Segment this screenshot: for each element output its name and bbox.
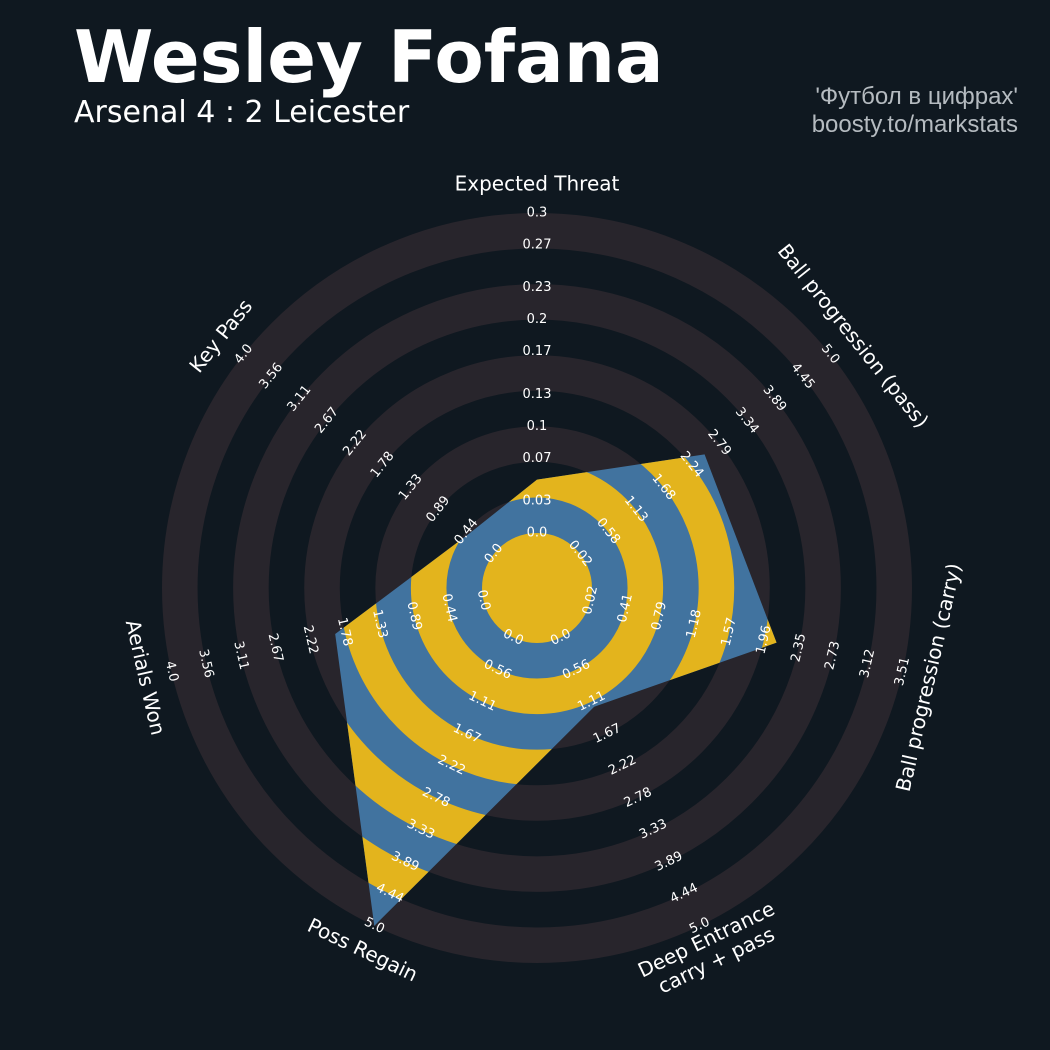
tick-label: 0.27	[523, 238, 552, 253]
tick-label: 1.18	[684, 608, 705, 640]
tick-label: 1.57	[719, 616, 740, 648]
tick-label: 0.79	[649, 600, 670, 632]
chart-title: Wesley Fofana	[74, 15, 664, 99]
ring-band	[233, 284, 841, 892]
tick-label: 0.2	[527, 312, 548, 327]
tick-label: 0.89	[403, 600, 424, 632]
tick-label: 0.23	[523, 280, 552, 295]
tick-label: 2.22	[300, 624, 321, 656]
tick-label: 4.0	[162, 660, 181, 684]
tick-label: 0.03	[523, 494, 552, 509]
tick-label: 0.02	[580, 584, 601, 616]
tick-label: 1.78	[334, 616, 355, 648]
tick-label: 3.51	[892, 656, 913, 688]
tick-label: 0.13	[523, 387, 552, 402]
tick-label: 3.56	[195, 648, 216, 680]
tick-label: 0.07	[523, 451, 552, 466]
param-label-group: Expected Threat	[455, 172, 620, 196]
tick-label: 2.35	[788, 632, 809, 664]
tick-label: 0.17	[523, 344, 552, 359]
tick-label: 0.41	[615, 592, 636, 624]
tick-label: 0.1	[527, 419, 548, 434]
credit: boosty.to/markstats	[812, 111, 1018, 138]
tick-label: 1.33	[369, 608, 390, 640]
tick-label: 3.12	[857, 648, 878, 680]
tick-label: 0.3	[527, 206, 548, 221]
tick-label: 3.11	[230, 640, 251, 672]
tick-label: 0.0	[527, 526, 548, 541]
tick-label: 0.0	[474, 588, 493, 612]
ring-band	[161, 212, 913, 964]
radar-center	[482, 533, 592, 643]
credit: 'Футбол в цифрах'	[815, 83, 1018, 110]
tick-label: 0.44	[439, 592, 460, 624]
chart-subtitle: Arsenal 4 : 2 Leicester	[74, 95, 410, 130]
param-label: Expected Threat	[455, 172, 620, 196]
tick-label: 2.67	[265, 632, 286, 664]
tick-label: 1.96	[754, 624, 775, 656]
tick-label: 2.73	[822, 640, 843, 672]
